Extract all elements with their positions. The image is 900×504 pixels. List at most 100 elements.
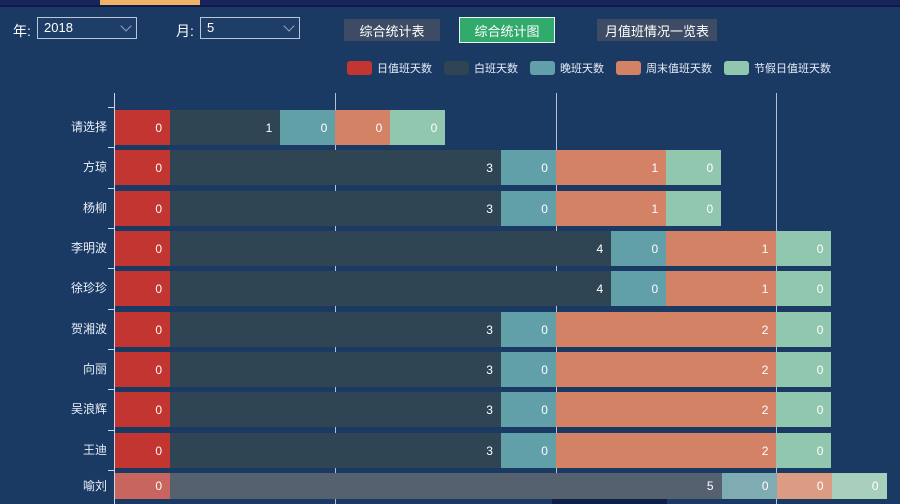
bar-value-label: 0 (320, 120, 328, 135)
bar-segment[interactable]: 1 (170, 110, 281, 145)
bar-segment[interactable]: 0 (115, 392, 170, 427)
bar-segment[interactable]: 0 (390, 110, 446, 145)
bar-segment[interactable]: 0 (115, 191, 170, 226)
bar-segment[interactable]: 0 (115, 352, 170, 387)
bar-value-label: 0 (816, 281, 824, 296)
bar-value-label: 0 (651, 241, 659, 256)
bar-segment[interactable]: 1 (666, 231, 777, 266)
bar-segment[interactable]: 2 (555, 433, 777, 468)
bar-value-label: 3 (486, 402, 493, 417)
bar-segment[interactable]: 2 (555, 392, 777, 427)
bar-segment[interactable]: 0 (115, 433, 170, 468)
y-axis-tick (108, 389, 115, 390)
bar-value-label: 3 (486, 443, 493, 458)
bar-segment[interactable]: 0 (115, 150, 170, 185)
y-axis-tick (108, 228, 115, 229)
bar-segment[interactable]: 0 (500, 352, 556, 387)
bar-segment[interactable]: 3 (170, 433, 501, 468)
bar-value-label: 2 (761, 362, 769, 377)
bar-segment[interactable]: 0 (115, 231, 170, 266)
bar-segment[interactable]: 0 (776, 433, 832, 468)
bar-value-label: 0 (375, 120, 383, 135)
category-label: 吴浪辉 (70, 402, 107, 416)
y-axis-tick (108, 470, 115, 471)
category-label: 喻刘 (82, 479, 107, 493)
btn-summary-table[interactable]: 综合统计表 (344, 19, 440, 41)
y-axis-line (114, 93, 115, 504)
bar-row: 0 4 0 1 0 (115, 271, 832, 306)
bar-value-label: 0 (541, 362, 548, 377)
bar-value-label: 0 (155, 362, 162, 377)
bar-segment[interactable]: 0 (776, 473, 832, 499)
bar-segment[interactable]: 0 (776, 392, 832, 427)
bar-segment[interactable]: 3 (170, 312, 501, 347)
bar-row: 0 3 0 2 0 (115, 392, 832, 427)
bar-segment[interactable]: 0 (776, 271, 832, 306)
bar-segment[interactable]: 0 (831, 473, 887, 499)
bar-segment[interactable]: 0 (500, 392, 556, 427)
bar-segment[interactable]: 0 (500, 312, 556, 347)
bar-segment[interactable]: 0 (280, 110, 336, 145)
bar-value-label: 0 (651, 281, 659, 296)
bar-segment[interactable]: 4 (170, 231, 612, 266)
bar-segment[interactable]: 1 (555, 150, 667, 185)
legend-swatch (444, 61, 469, 75)
bar-segment[interactable]: 1 (555, 191, 667, 226)
bar-segment[interactable]: 0 (666, 191, 722, 226)
bar-segment[interactable]: 5 (170, 473, 722, 499)
y-axis-tick (108, 309, 115, 310)
bar-value-label: 0 (816, 362, 824, 377)
category-label: 王迪 (82, 443, 107, 457)
bar-value-label: 0 (706, 160, 714, 175)
bar-value-label: 5 (706, 479, 714, 493)
bar-segment[interactable]: 0 (115, 271, 170, 306)
legend-label: 节假日值班天数 (754, 63, 831, 75)
btn-monthly-duty-table[interactable]: 月值班情况一览表 (597, 19, 717, 41)
top-nav-strip (0, 0, 900, 7)
bar-segment[interactable]: 0 (335, 110, 391, 145)
bar-value-label: 3 (486, 322, 493, 337)
legend-item-3[interactable]: 周末值班天数 (616, 60, 712, 76)
legend-item-4[interactable]: 节假日值班天数 (724, 60, 831, 76)
year-select[interactable]: 2018 (37, 17, 137, 39)
bar-segment[interactable]: 0 (776, 312, 832, 347)
category-label: 贺湘波 (70, 322, 107, 336)
active-tab-indicator[interactable] (100, 0, 200, 5)
bar-value-label: 3 (486, 362, 493, 377)
y-axis-tick (108, 268, 115, 269)
bar-value-label: 0 (155, 201, 162, 216)
bar-segment[interactable]: 3 (170, 191, 501, 226)
bar-segment[interactable]: 2 (555, 352, 777, 387)
legend-item-2[interactable]: 晚班天数 (530, 60, 604, 76)
bar-value-label: 2 (761, 322, 769, 337)
bar-segment[interactable]: 0 (115, 312, 170, 347)
legend-item-0[interactable]: 日值班天数 (347, 60, 432, 76)
bar-segment[interactable]: 3 (170, 392, 501, 427)
bar-segment[interactable]: 0 (500, 191, 556, 226)
legend-item-1[interactable]: 白班天数 (444, 60, 518, 76)
bar-segment[interactable]: 3 (170, 150, 501, 185)
bar-segment[interactable]: 4 (170, 271, 612, 306)
bar-segment[interactable]: 1 (666, 271, 777, 306)
bar-segment[interactable]: 2 (555, 312, 777, 347)
y-axis-tick (108, 349, 115, 350)
bar-segment[interactable]: 0 (776, 231, 832, 266)
bar-segment[interactable]: 0 (611, 271, 667, 306)
bar-value-label: 0 (155, 120, 162, 135)
btn-summary-chart[interactable]: 综合统计图 (459, 17, 555, 43)
bar-segment[interactable]: 0 (721, 473, 777, 499)
bar-value-label: 0 (816, 443, 824, 458)
bar-segment[interactable]: 0 (115, 110, 170, 145)
bar-segment[interactable]: 0 (666, 150, 722, 185)
bar-value-label: 0 (761, 479, 769, 493)
month-select[interactable]: 5 (200, 17, 300, 39)
bar-segment[interactable]: 3 (170, 352, 501, 387)
bar-segment[interactable]: 0 (611, 231, 667, 266)
category-label: 请选择 (70, 120, 107, 134)
bar-value-label: 0 (155, 281, 162, 296)
bar-segment[interactable]: 0 (500, 150, 556, 185)
bar-value-label: 0 (871, 479, 879, 493)
bar-segment[interactable]: 0 (115, 473, 170, 499)
bar-segment[interactable]: 0 (776, 352, 832, 387)
bar-segment[interactable]: 0 (500, 433, 556, 468)
